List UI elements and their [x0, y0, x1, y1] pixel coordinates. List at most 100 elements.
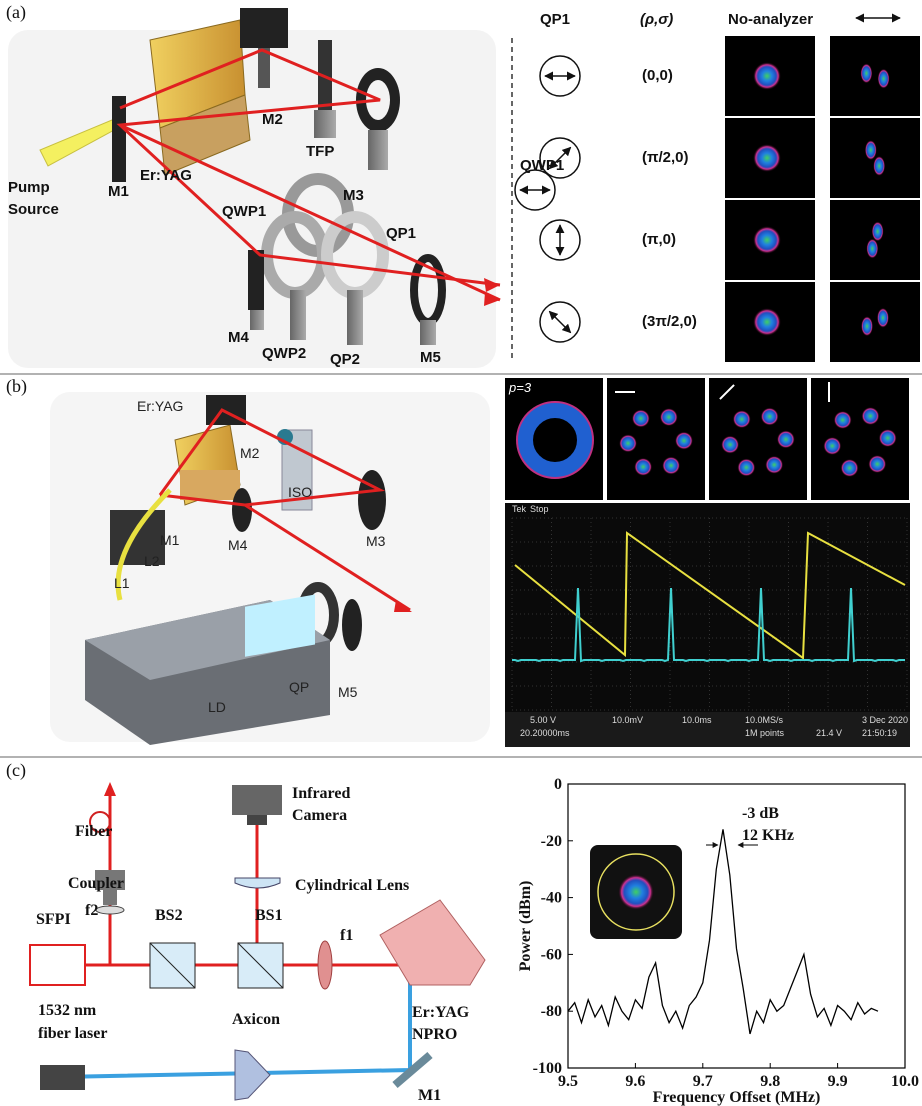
setup-c-shape	[30, 945, 85, 985]
setup-c-shape: BS1	[255, 907, 283, 924]
inset-image-shape	[618, 874, 654, 910]
y-tick-label: -100	[533, 1060, 562, 1077]
mode-table-a: QP1 (ρ,σ) No-analyzer QWP1 (0,0) (π/2,0)…	[512, 11, 920, 362]
setup-c-shape: fiber laser	[38, 1025, 107, 1042]
setup-c-shape: Fiber	[75, 823, 112, 840]
beam-lobe	[765, 456, 783, 474]
oscilloscope-shape: 21.4 V	[816, 728, 842, 738]
beam-image	[830, 118, 920, 198]
setup-a-shape: M4	[228, 329, 249, 346]
beam-lobe	[675, 432, 693, 450]
x-tick-label: 10.0	[891, 1073, 919, 1090]
setup-c-shape: NPRO	[412, 1026, 457, 1043]
y-axis-label: Power (dBm)	[517, 881, 534, 972]
setup-c-shape	[235, 1050, 270, 1100]
setup-b-shape	[358, 470, 386, 530]
setup-c-shape: f2	[85, 902, 98, 919]
setup-b: Er:YAG M2 ISO M1 L2 L1 M4 M3 QP M5 LD	[50, 392, 490, 745]
spectrum-chart: 9.59.69.79.89.910.0-100-80-60-40-200Freq…	[517, 776, 919, 1106]
beam-lobe	[777, 430, 795, 448]
y-tick-label: -80	[541, 1003, 562, 1020]
setup-a-shape	[290, 290, 306, 340]
beam-lobe	[868, 455, 886, 473]
setup-c-shape: M1	[418, 1087, 441, 1104]
setup-c-shape	[232, 785, 282, 815]
oscilloscope-shape: 10.0ms	[682, 715, 712, 725]
mode-table-a-shape: No-analyzer	[728, 11, 813, 28]
beam-lobe	[761, 408, 779, 426]
setup-a-shape	[240, 8, 288, 48]
y-tick-label: -40	[541, 890, 562, 907]
x-axis-label: Frequency Offset (MHz)	[653, 1089, 821, 1106]
setup-c-shape: Coupler	[68, 875, 124, 892]
setup-a-shape	[248, 250, 264, 310]
body: (a) (b) (c) Pump Source M1 Er:YAG M2 TFP…	[0, 0, 922, 1106]
inset-image	[590, 845, 682, 939]
setup-a-shape: QP1	[386, 225, 416, 242]
y-tick-label: 0	[554, 776, 562, 793]
page: Figure {"panel_labels":["(a)","(b)","(c)…	[0, 0, 922, 1106]
setup-c-shape: Axicon	[232, 1011, 280, 1028]
oscilloscope-shape: 3 Dec 2020	[862, 715, 908, 725]
beam-image	[830, 36, 920, 116]
beam-lobe	[660, 408, 678, 426]
mode-table-a-shape: (π,0)	[642, 231, 676, 248]
setup-c-shape: BS2	[155, 907, 183, 924]
x-tick-label: 9.7	[693, 1073, 713, 1090]
annotation: -3 dB	[742, 805, 779, 822]
setup-b-shape: L1	[114, 575, 130, 591]
oscilloscope: Tek Stop 5.00 V 10.0mV 10.0ms 10.0MS/s 1…	[505, 503, 910, 747]
setup-c-shape	[40, 1065, 85, 1090]
oscilloscope-shape: Stop	[530, 504, 549, 514]
setup-b-shape: ISO	[288, 484, 312, 500]
beam-spot	[753, 144, 781, 172]
beam-lobe	[861, 316, 873, 336]
x-tick-label: 9.8	[760, 1073, 780, 1090]
setup-a-shape: M2	[262, 111, 283, 128]
setup-a-shape: M1	[108, 183, 129, 200]
beam-lobe	[662, 457, 680, 475]
polarizer-axis	[549, 311, 570, 332]
beam-spot	[753, 308, 781, 336]
panel-labels-shape: (b)	[6, 376, 27, 397]
setup-c-shape: Er:YAG	[412, 1004, 470, 1021]
panel-labels-shape: (a)	[6, 2, 26, 23]
oscilloscope-shape: 5.00 V	[530, 715, 556, 725]
beam-spot	[753, 62, 781, 90]
setup-c-shape	[247, 815, 267, 825]
setup-b-shape: M2	[240, 445, 260, 461]
mode-table-a-shape: (π/2,0)	[642, 149, 689, 166]
beam-lobe	[865, 140, 877, 160]
setup-a-shape	[420, 320, 436, 345]
setup-c-shape	[318, 941, 332, 989]
oscilloscope-shape: 1M points	[745, 728, 785, 738]
setup-a-shape: QWP1	[222, 203, 266, 220]
setup-a-shape: M3	[343, 187, 364, 204]
beam-spot	[753, 226, 781, 254]
beam-lobe	[877, 308, 889, 328]
beam-lobe	[873, 156, 885, 176]
setup-c-shape	[96, 906, 124, 914]
setup-b-shape: M4	[228, 537, 248, 553]
setup-c-shape: SFPI	[36, 911, 71, 928]
setup-a-shape	[112, 96, 126, 182]
panel-labels-shape: (c)	[6, 760, 26, 781]
setup-a-shape	[347, 290, 363, 345]
beam-lobe	[861, 407, 879, 425]
setup-b-shape	[342, 599, 362, 651]
setup-a-shape: Source	[8, 201, 59, 218]
beam-image	[830, 282, 920, 362]
figure: (a) (b) (c) Pump Source M1 Er:YAG M2 TFP…	[0, 0, 922, 1106]
mode-table-a-shape: (0,0)	[642, 67, 673, 84]
oscilloscope-shape: 21:50:19	[862, 728, 897, 738]
oscilloscope-shape: Tek	[512, 504, 527, 514]
mode-table-a-shape: QP1	[540, 11, 570, 28]
beam-lobe	[823, 437, 841, 455]
setup-c-shape	[103, 890, 117, 905]
setup-b-shape: Er:YAG	[137, 398, 183, 414]
setup-b-shape: QP	[289, 679, 309, 695]
beam-lobe	[872, 221, 884, 241]
setup-a-shape: Er:YAG	[140, 167, 192, 184]
oscilloscope-shape: 20.20000ms	[520, 728, 570, 738]
setup-b-shape: M5	[338, 684, 358, 700]
